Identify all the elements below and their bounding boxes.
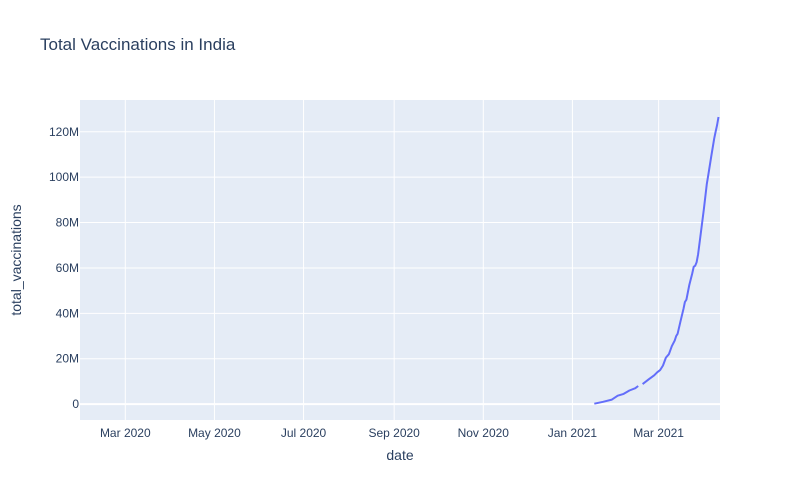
y-tick-label: 60M <box>56 261 79 275</box>
y-axis-ticks: 0 20M 40M 60M 80M 100M 120M <box>49 125 79 411</box>
series-line <box>641 116 720 385</box>
y-axis-title: total_vaccinations <box>8 204 24 315</box>
chart-title: Total Vaccinations in India <box>40 35 236 54</box>
x-tick-label: Mar 2020 <box>100 426 151 440</box>
x-axis-title: date <box>386 447 413 463</box>
y-tick-label: 0 <box>72 397 79 411</box>
y-tick-label: 20M <box>56 352 79 366</box>
series-line <box>594 385 639 405</box>
y-tick-label: 100M <box>49 170 79 184</box>
plot-area <box>80 100 720 420</box>
x-tick-label: Jul 2020 <box>281 426 327 440</box>
y-tick-label: 80M <box>56 216 79 230</box>
series-layer <box>594 116 720 405</box>
x-tick-label: Nov 2020 <box>458 426 510 440</box>
x-axis-ticks: Mar 2020 May 2020 Jul 2020 Sep 2020 Nov 2020… <box>100 426 684 440</box>
y-tick-label: 120M <box>49 125 79 139</box>
grid <box>80 100 720 420</box>
x-tick-label: Sep 2020 <box>368 426 420 440</box>
x-tick-label: Jan 2021 <box>548 426 598 440</box>
y-tick-label: 40M <box>56 306 79 320</box>
x-tick-label: Mar 2021 <box>633 426 684 440</box>
x-tick-label: May 2020 <box>188 426 241 440</box>
